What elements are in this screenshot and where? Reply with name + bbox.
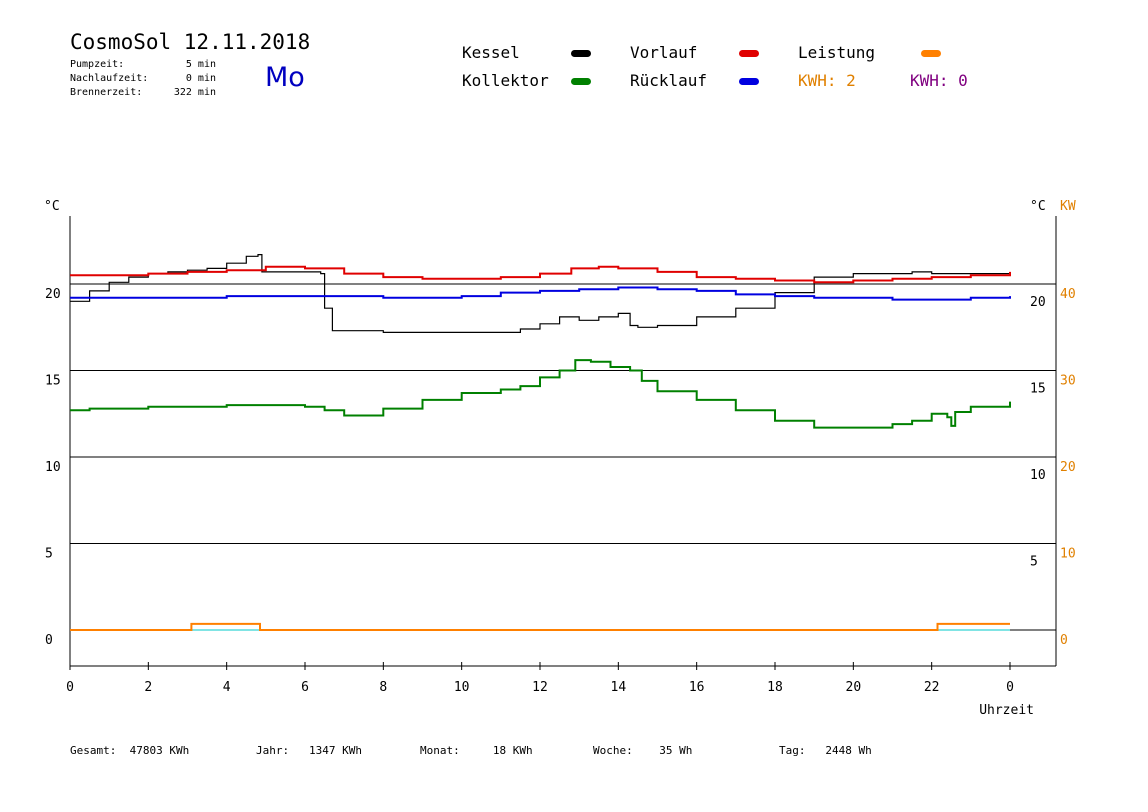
legend-ruecklauf-swatch [739, 78, 759, 85]
y-tick-label-kw: 40 [1060, 287, 1076, 302]
x-tick-label: 18 [767, 680, 783, 695]
y-tick-label-left: 15 [45, 374, 61, 389]
footer-tag: Tag: 2448 Wh [779, 744, 872, 757]
legend-ruecklauf-label: Rücklauf [630, 71, 708, 90]
stat-nachlaufzeit-value-wrap: 0 min [70, 72, 216, 86]
footer-gesamt-value: 47803 KWh [129, 744, 190, 757]
weekday-label: Mo [265, 62, 305, 93]
stat-brennerzeit-value-wrap: 322 min [70, 86, 216, 100]
y-tick-label-right: 10 [1030, 468, 1046, 483]
chart-area: 0 5 10 15 20 5 10 15 20 0 10 20 30 40 °C °C KW 0 2 4 6 8 10 12 1… [44, 199, 1076, 718]
legend-vorlauf-label: Vorlauf [630, 43, 698, 62]
x-tick-label: 4 [223, 680, 231, 695]
stat-pumpzeit-label: Pumpzeit: [70, 59, 125, 70]
y-tick-label-right: 20 [1030, 295, 1046, 310]
x-axis-label: Uhrzeit [979, 703, 1034, 718]
y-axis-label-right: °C [1030, 199, 1046, 214]
footer-woche-value: 35 Wh [659, 744, 693, 757]
footer-monat: Monat: 18 KWh [420, 744, 533, 757]
x-tick-label: 6 [301, 680, 309, 695]
footer-tag-value: 2448 Wh [825, 744, 872, 757]
legend-kessel-label: Kessel [462, 43, 520, 62]
stat-nachlaufzeit-label: Nachlaufzeit: [70, 73, 149, 84]
legend-kwh1-label: KWH: 2 [798, 71, 856, 90]
y-tick-label-left: 5 [45, 547, 53, 562]
y-tick-label-kw: 10 [1060, 547, 1076, 562]
footer-monat-value: 18 KWh [492, 744, 533, 757]
stat-pumpzeit-value: 5 min [185, 59, 216, 70]
x-tick-label: 0 [66, 680, 74, 695]
legend-kwh2-label: KWH: 0 [910, 71, 968, 90]
footer-gesamt-label: Gesamt: [70, 744, 117, 757]
x-tick-label: 10 [454, 680, 470, 695]
footer-jahr-label: Jahr: [256, 744, 290, 757]
legend-kessel-swatch [571, 50, 591, 57]
x-tick-label: 8 [379, 680, 387, 695]
footer-jahr: Jahr: 1347 KWh [256, 744, 362, 757]
footer-jahr-value: 1347 KWh [309, 744, 362, 757]
y-tick-label-kw: 30 [1060, 374, 1076, 389]
x-tick-label: 14 [611, 680, 627, 695]
y-tick-label-left: 20 [45, 287, 61, 302]
y-tick-label-kw: 20 [1060, 460, 1076, 475]
y-tick-label-kw: 0 [1060, 633, 1068, 648]
series-line-kollektor [70, 359, 1011, 429]
footer-woche-label: Woche: [593, 744, 633, 757]
stat-pumpzeit-value-wrap: 5 min [70, 58, 216, 72]
series-line-vorlauf [70, 265, 1011, 284]
stat-nachlaufzeit: Nachlaufzeit: [70, 72, 148, 86]
series-line-leistung [70, 622, 1010, 631]
footer-tag-label: Tag: [779, 744, 806, 757]
footer-monat-label: Monat: [420, 744, 460, 757]
y-axis-label-left: °C [44, 199, 60, 214]
stat-brennerzeit-label: Brennerzeit: [70, 87, 143, 98]
footer-woche: Woche: 35 Wh [593, 744, 692, 757]
stat-nachlaufzeit-value: 0 min [185, 73, 216, 84]
legend-kollektor-swatch [571, 78, 591, 85]
legend-vorlauf-swatch [739, 50, 759, 57]
footer-gesamt: Gesamt: 47803 KWh [70, 744, 189, 757]
legend-leistung-label: Leistung [798, 43, 876, 62]
x-tick-label: 16 [689, 680, 705, 695]
chart-title: CosmoSol 12.11.2018 [70, 30, 311, 54]
legend-kollektor-label: Kollektor [462, 71, 549, 90]
y-axis-label-kw: KW [1060, 199, 1076, 214]
y-tick-label-left: 0 [45, 633, 53, 648]
x-tick-label: 2 [144, 680, 152, 695]
x-tick-label: 22 [924, 680, 940, 695]
x-tick-label: 0 [1006, 680, 1014, 695]
x-tick-label: 12 [532, 680, 548, 695]
legend-leistung-swatch [921, 50, 941, 57]
y-tick-label-right: 5 [1030, 555, 1038, 570]
x-tick-label: 20 [846, 680, 862, 695]
series-line-rcklauf [70, 286, 1011, 301]
stat-brennerzeit: Brennerzeit: [70, 86, 142, 100]
y-tick-label-left: 10 [45, 460, 61, 475]
y-tick-label-right: 15 [1030, 382, 1046, 397]
stat-brennerzeit-value: 322 min [173, 87, 216, 98]
stat-pumpzeit: Pumpzeit: [70, 58, 124, 72]
